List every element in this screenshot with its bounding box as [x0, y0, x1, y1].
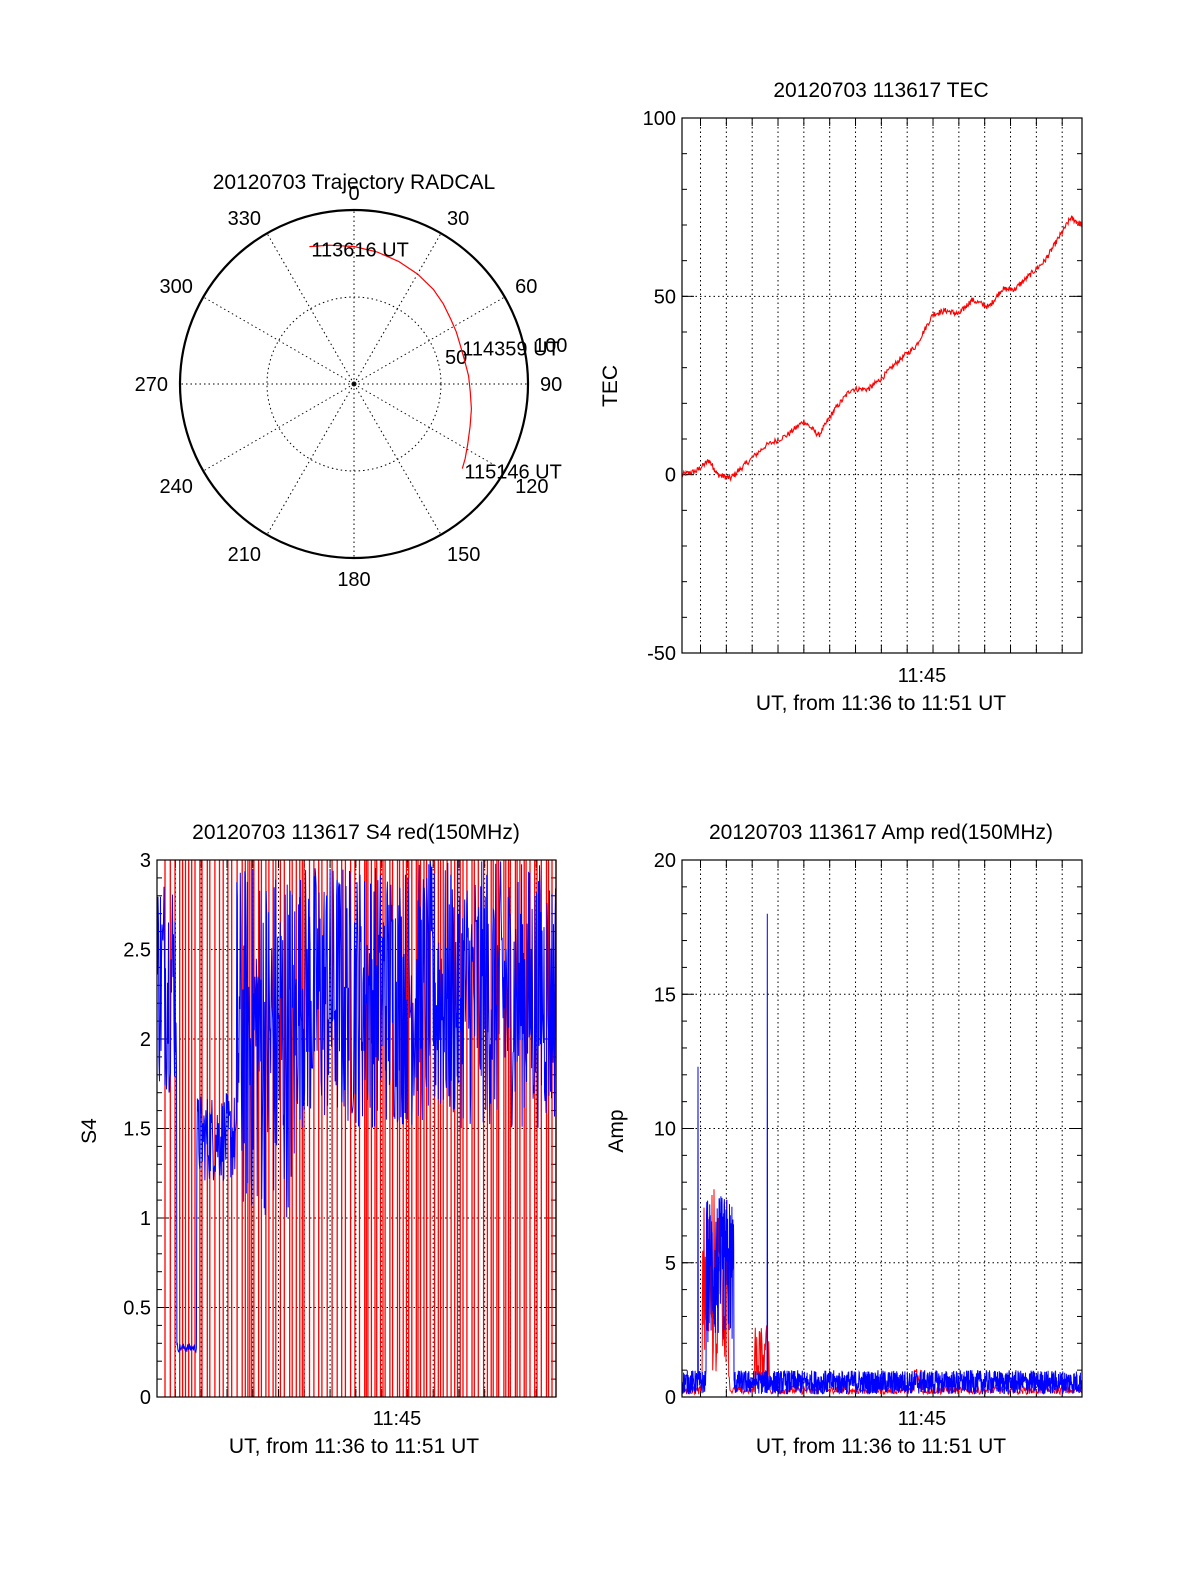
azimuth-label: 330 — [228, 208, 261, 230]
tec-title: 20120703 113617 TEC — [773, 79, 988, 102]
amp-series-layer — [681, 913, 1083, 1396]
trajectory-panel: 20120703 Trajectory RADCAL 0 30 60 90 120 150… — [135, 171, 568, 591]
y-tick-label: 50 — [654, 286, 676, 308]
y-tick-label: 20 — [654, 850, 676, 872]
azimuth-label: 90 — [540, 374, 562, 396]
s4-title: 20120703 113617 S4 red(150MHz) — [192, 821, 520, 844]
y-tick-label: 10 — [654, 1119, 676, 1141]
amp-y-axis-label: Amp — [605, 1109, 628, 1152]
azimuth-label: 0 — [348, 183, 359, 205]
azimuth-label: 120 — [515, 476, 548, 498]
azimuth-label: 210 — [228, 544, 261, 566]
trajectory-time-annotation: 114359 UT — [462, 338, 559, 360]
y-tick-label: 2.5 — [123, 940, 151, 962]
trajectory-title: 20120703 Trajectory RADCAL — [213, 171, 496, 194]
amp-plot-frame — [681, 859, 1083, 1398]
amp-x-axis-label: UT, from 11:36 to 11:51 UT — [756, 1435, 1006, 1458]
y-tick-label: 0 — [140, 1387, 151, 1409]
s4-series-layer — [156, 860, 557, 1397]
amp-panel: 20120703 113617 Amp red(150MHz) 0 5 10 15 20… — [605, 821, 1083, 1458]
y-tick-label: 3 — [140, 850, 151, 872]
y-tick-label: 15 — [654, 984, 676, 1006]
tec-series-layer — [681, 215, 1083, 483]
polar-spoke — [203, 296, 355, 385]
y-tick-label: 1.5 — [123, 1119, 151, 1141]
radial-labels: 50 100 — [445, 335, 567, 369]
s4-y-axis-label: S4 — [78, 1118, 101, 1144]
polar-center — [351, 381, 357, 387]
tec-series-line — [681, 215, 1083, 483]
s4-x-tick-label: 11:45 — [373, 1408, 422, 1430]
tec-panel: 20120703 113617 TEC -50 0 50 100 11:45 UT, … — [599, 79, 1083, 715]
azimuth-label: 60 — [515, 276, 537, 298]
azimuth-label: 150 — [447, 544, 480, 566]
s4-plot-frame — [156, 859, 557, 1398]
radial-label: 50 — [445, 347, 467, 369]
tec-x-axis-label: UT, from 11:36 to 11:51 UT — [756, 692, 1006, 715]
azimuth-label: 300 — [160, 276, 193, 298]
y-tick-label: 5 — [665, 1253, 676, 1275]
y-tick-label: 2 — [140, 1029, 151, 1051]
amp-x-tick-label: 11:45 — [898, 1408, 947, 1430]
polar-spoke — [353, 383, 442, 535]
polar-spoke — [353, 296, 505, 385]
tec-grid — [682, 117, 1082, 654]
tec-plot-frame — [681, 117, 1083, 654]
polar-spoke — [353, 383, 505, 472]
radial-label: 100 — [534, 335, 567, 357]
tec-y-axis-label: TEC — [599, 365, 622, 407]
amp-y-tick-labels: 0 5 10 15 20 — [654, 850, 676, 1409]
polar-grid — [180, 210, 528, 558]
polar-spoke — [203, 383, 355, 472]
azimuth-label: 270 — [135, 374, 168, 396]
y-tick-label: 1 — [140, 1208, 151, 1230]
y-tick-label: 100 — [643, 108, 676, 130]
s4-y-tick-labels: 0 0.5 1 1.5 2 2.5 3 — [123, 850, 151, 1409]
trajectory-annotations: 113616 UT 114359 UT 115146 UT — [311, 240, 561, 484]
tec-y-tick-labels: -50 0 50 100 — [643, 108, 676, 665]
azimuth-label: 240 — [160, 476, 193, 498]
amp-title: 20120703 113617 Amp red(150MHz) — [709, 821, 1053, 844]
y-tick-label: 0.5 — [123, 1298, 151, 1320]
y-tick-label: 0 — [665, 1387, 676, 1409]
azimuth-labels: 0 30 60 90 120 150 180 210 240 270 300 330 — [135, 183, 563, 591]
trajectory-time-annotation: 115146 UT — [464, 462, 561, 484]
y-tick-label: -50 — [647, 643, 676, 665]
trajectory-series — [309, 244, 473, 469]
azimuth-label: 30 — [447, 208, 469, 230]
amp-grid — [682, 859, 1082, 1398]
tec-x-tick-label: 11:45 — [898, 665, 947, 687]
polar-spoke — [353, 233, 442, 385]
amp-blue-series — [681, 913, 1083, 1395]
amp-red-series — [681, 1189, 1083, 1396]
polar-spoke — [266, 233, 355, 385]
polar-outer-ring — [178, 208, 530, 560]
azimuth-label: 180 — [337, 569, 370, 591]
y-tick-label: 0 — [665, 465, 676, 487]
s4-panel: 20120703 113617 S4 red(150MHz) 0 0.5 1 1.5 2… — [78, 821, 557, 1458]
trajectory-time-annotation: 113616 UT — [311, 240, 408, 262]
polar-spoke — [266, 383, 355, 535]
s4-blue-series — [156, 860, 557, 1354]
s4-x-axis-label: UT, from 11:36 to 11:51 UT — [229, 1435, 479, 1458]
